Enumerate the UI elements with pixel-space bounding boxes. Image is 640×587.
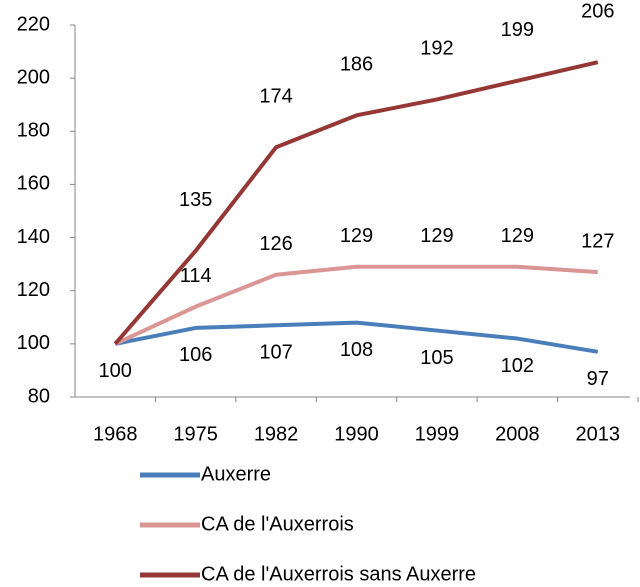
data-label: 129	[340, 225, 373, 247]
y-tick-label: 140	[17, 226, 50, 248]
x-tick-label: 2008	[495, 423, 540, 445]
data-label: 100	[99, 360, 132, 382]
data-label: 129	[420, 225, 453, 247]
legend-label: Auxerre	[201, 463, 271, 485]
data-label: 174	[259, 86, 292, 108]
data-label: 127	[581, 230, 614, 252]
data-label: 105	[420, 347, 453, 369]
data-label: 192	[420, 38, 453, 60]
x-tick-label: 1968	[93, 423, 138, 445]
data-label: 206	[581, 0, 614, 22]
y-tick-label: 220	[17, 13, 50, 35]
y-tick-label: 180	[17, 120, 50, 142]
data-label: 199	[501, 19, 534, 41]
x-tick-label: 1982	[254, 423, 299, 445]
data-label: 126	[259, 233, 292, 255]
x-tick-label: 1975	[173, 423, 218, 445]
series-line	[113, 60, 599, 346]
y-tick-label: 160	[17, 173, 50, 195]
y-tick-label: 120	[17, 279, 50, 301]
y-tick-label: 80	[28, 385, 50, 407]
y-tick-label: 200	[17, 66, 50, 88]
legend-label: CA de l'Auxerrois	[201, 513, 354, 535]
x-tick-label: 2013	[576, 423, 621, 445]
data-label: 107	[259, 342, 292, 364]
data-label: 129	[501, 225, 534, 247]
data-label: 108	[340, 339, 373, 361]
data-label: 135	[179, 189, 212, 211]
series-line	[114, 264, 598, 346]
data-label: 97	[587, 368, 609, 390]
legend-label: CA de l'Auxerrois sans Auxerre	[201, 563, 476, 582]
data-label: 106	[179, 344, 212, 366]
data-label: 114	[180, 265, 212, 287]
data-label: 102	[501, 355, 534, 377]
x-tick-label: 1999	[415, 423, 460, 445]
series-line	[114, 320, 599, 354]
data-label: 186	[340, 54, 373, 76]
y-tick-label: 100	[17, 332, 50, 354]
x-tick-label: 1990	[334, 423, 379, 445]
